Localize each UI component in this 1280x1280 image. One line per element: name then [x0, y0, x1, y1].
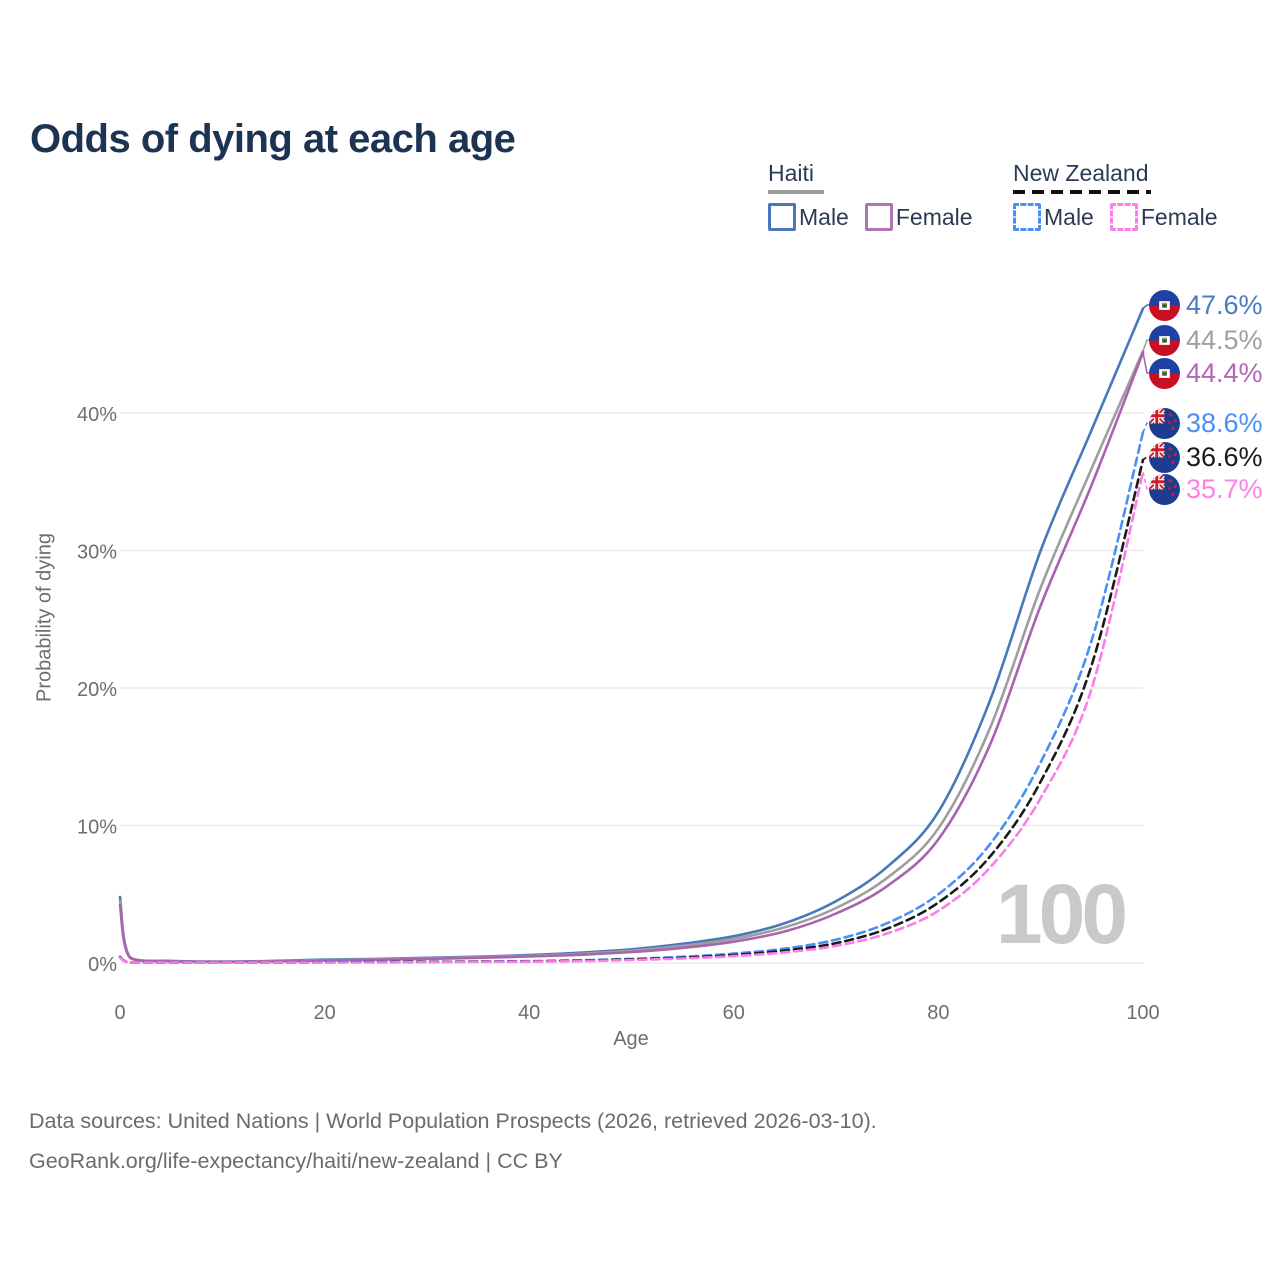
new-zealand-line-style-sample — [1013, 190, 1151, 194]
legend-group-haiti: Haiti Male Female — [768, 160, 973, 231]
y-tick-label-10: 10% — [77, 817, 117, 839]
page-title: Odds of dying at each age — [30, 116, 516, 161]
haiti-female-checkbox[interactable] — [864, 203, 893, 231]
nz-female-label: Female — [1140, 203, 1218, 230]
series-haiti-male-line — [118, 307, 1145, 963]
x-tick-label-0: 0 — [114, 1002, 125, 1024]
endpoint-label-haiti-total: 44.5% — [1149, 324, 1263, 356]
x-tick-label-40: 40 — [518, 1002, 540, 1024]
legend-item-nz-female[interactable]: Female — [1109, 203, 1218, 231]
series-nz-total-line — [118, 458, 1145, 964]
leader-nz-male — [1142, 422, 1150, 433]
endpoint-value-haiti-total: 44.5% — [1186, 324, 1263, 355]
haiti-flag-icon — [1149, 324, 1180, 356]
nz-male-label: Male — [1044, 203, 1094, 230]
endpoint-value-haiti-female: 44.4% — [1186, 357, 1263, 388]
y-tick-label-20: 20% — [77, 679, 117, 701]
legend-group-new-zealand: New Zealand Male Female — [1013, 160, 1218, 231]
endpoint-label-nz-male: 38.6% — [1149, 407, 1263, 439]
legend-item-haiti-male[interactable]: Male — [768, 203, 849, 231]
x-tick-label-80: 80 — [927, 1002, 949, 1024]
age-counter-watermark: 100 — [995, 867, 1128, 961]
haiti-line-style-sample — [768, 190, 824, 194]
series-haiti-female-line — [118, 351, 1145, 964]
series-nz-female-line — [118, 470, 1145, 964]
endpoint-label-nz-total: 36.6% — [1149, 441, 1263, 473]
endpoint-value-haiti-male: 47.6% — [1186, 289, 1263, 320]
nz-male-checkbox[interactable] — [1013, 203, 1041, 231]
leader-nz-female — [1142, 471, 1150, 490]
x-tick-label-20: 20 — [313, 1002, 335, 1024]
x-tick-label-100: 100 — [1126, 1002, 1159, 1024]
haiti-male-checkbox[interactable] — [768, 203, 796, 231]
leader-nz-total — [1142, 456, 1150, 461]
nz-flag-icon — [1149, 407, 1180, 439]
legend-country-new-zealand[interactable]: New Zealand — [1013, 160, 1149, 186]
endpoint-label-haiti-female: 44.4% — [1149, 357, 1263, 389]
endpoint-value-nz-male: 38.6% — [1186, 407, 1263, 438]
nz-female-checkbox[interactable] — [1109, 203, 1138, 231]
legend-row-new-zealand: Male Female — [1013, 203, 1218, 231]
source-line-1: Data sources: United Nations | World Pop… — [29, 1109, 877, 1133]
haiti-female-label: Female — [895, 203, 973, 230]
endpoint-label-haiti-male: 47.6% — [1149, 289, 1263, 321]
endpoint-value-nz-total: 36.6% — [1186, 441, 1263, 472]
nz-flag-icon — [1149, 441, 1180, 473]
legend-item-haiti-female[interactable]: Female — [864, 203, 973, 231]
y-tick-label-0: 0% — [88, 954, 117, 976]
haiti-male-label: Male — [799, 203, 849, 230]
legend-item-nz-male[interactable]: Male — [1013, 203, 1094, 231]
nz-flag-icon — [1149, 473, 1180, 505]
legend-country-haiti[interactable]: Haiti — [768, 160, 815, 186]
source-line-2: GeoRank.org/life-expectancy/haiti/new-ze… — [29, 1149, 563, 1173]
x-tick-label-60: 60 — [723, 1002, 745, 1024]
endpoint-value-nz-female: 35.7% — [1186, 473, 1263, 504]
x-axis-title: Age — [613, 1028, 649, 1050]
endpoint-label-nz-female: 35.7% — [1149, 473, 1263, 505]
legend-row-haiti: Male Female — [768, 203, 973, 231]
y-tick-label-30: 30% — [77, 542, 117, 564]
haiti-flag-icon — [1149, 289, 1180, 321]
y-tick-label-40: 40% — [77, 404, 117, 426]
series-haiti-total-line — [118, 349, 1145, 964]
series-nz-male-line — [118, 431, 1145, 964]
haiti-flag-icon — [1149, 357, 1180, 389]
